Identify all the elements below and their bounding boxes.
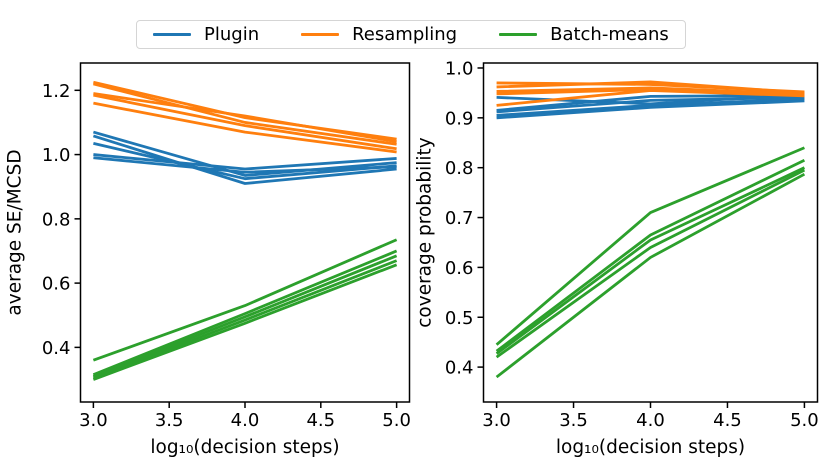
subplot-left: 3.0 3.5 4.0 4.5 5.0 0.4 0.6 0.8 1.0 1.2 log₁₀(deci… — [5, 62, 411, 458]
batch-means-line — [92, 249, 398, 376]
batch-means-series — [92, 238, 398, 381]
resampling-line — [496, 80, 805, 95]
y-tick-label: 0.8 — [42, 209, 71, 230]
plugin-line — [496, 97, 805, 117]
legend-label-plugin: Plugin — [204, 23, 260, 45]
x-tick-label: 5.0 — [790, 410, 819, 431]
legend-label-batch-means: Batch-means — [550, 23, 669, 45]
y-axis-label: average SE/MCSD — [5, 149, 26, 315]
y-tick-label: 1.0 — [445, 58, 474, 79]
y-tick-label: 0.4 — [42, 338, 71, 359]
x-tick-label: 3.0 — [79, 410, 108, 431]
x-tick-label: 4.0 — [636, 410, 665, 431]
axes-spines — [79, 62, 411, 403]
batch-means-line — [92, 259, 398, 380]
batch-means-line — [92, 238, 398, 362]
x-tick-label: 3.0 — [482, 410, 511, 431]
x-tick-label: 5.0 — [382, 410, 411, 431]
legend-item-batch-means: Batch-means — [499, 23, 669, 45]
batch-means-line-swatch — [499, 32, 538, 37]
x-tick-label: 3.5 — [559, 410, 588, 431]
plugin-line — [496, 95, 805, 114]
y-tick-label: 0.6 — [42, 274, 71, 295]
batch-means-line — [495, 172, 806, 379]
x-axis-label: log₁₀(decision steps) — [150, 437, 339, 458]
legend-item-resampling: Resampling — [301, 23, 458, 45]
x-tick-label: 4.0 — [231, 410, 260, 431]
batch-means-line — [92, 263, 398, 381]
x-tick-label: 3.5 — [155, 410, 184, 431]
batch-means-line — [495, 158, 806, 353]
y-tick-label: 0.5 — [445, 308, 474, 329]
plugin-line — [93, 130, 397, 177]
plugin-series — [92, 130, 397, 185]
plugin-series — [496, 93, 805, 120]
legend-label-resampling: Resampling — [352, 23, 458, 45]
resampling-series — [93, 80, 397, 154]
plugin-line — [92, 134, 397, 185]
plugin-line — [93, 156, 397, 174]
batch-means-line — [495, 166, 806, 355]
resampling-line — [496, 89, 805, 107]
resampling-line-swatch — [301, 32, 340, 37]
resampling-line — [93, 101, 397, 154]
plugin-line-swatch — [153, 32, 191, 37]
y-tick-label: 0.8 — [445, 158, 474, 179]
resampling-line — [93, 92, 397, 144]
legend: Plugin Resampling Batch-means — [136, 20, 686, 49]
y-tick-label: 0.7 — [445, 208, 474, 229]
y-tick-label: 1.0 — [42, 145, 71, 166]
batch-means-line — [495, 146, 805, 346]
y-tick-label: 0.6 — [445, 258, 474, 279]
batch-means-series — [495, 146, 806, 379]
resampling-line — [93, 93, 397, 151]
y-axis-label: coverage probability — [415, 137, 436, 328]
legend-item-plugin: Plugin — [153, 23, 260, 45]
plugin-line — [93, 153, 397, 171]
x-tick-label: 4.5 — [306, 410, 335, 431]
plugin-line — [496, 94, 805, 112]
x-tick-label: 4.5 — [713, 410, 742, 431]
batch-means-line — [495, 168, 806, 359]
batch-means-line — [92, 254, 398, 378]
plugin-line — [93, 141, 397, 181]
resampling-line — [93, 82, 397, 146]
y-tick-label: 0.9 — [445, 108, 474, 129]
y-tick-label: 0.4 — [445, 358, 474, 379]
x-axis-label: log₁₀(decision steps) — [556, 437, 745, 458]
plugin-line — [496, 99, 805, 120]
resampling-series — [496, 80, 805, 107]
y-tick-label: 1.2 — [42, 81, 71, 102]
subplot-right: 3.0 3.5 4.0 4.5 5.0 0.4 0.5 0.6 0.7 0.8 0.9 1.0 log₁… — [415, 58, 819, 458]
